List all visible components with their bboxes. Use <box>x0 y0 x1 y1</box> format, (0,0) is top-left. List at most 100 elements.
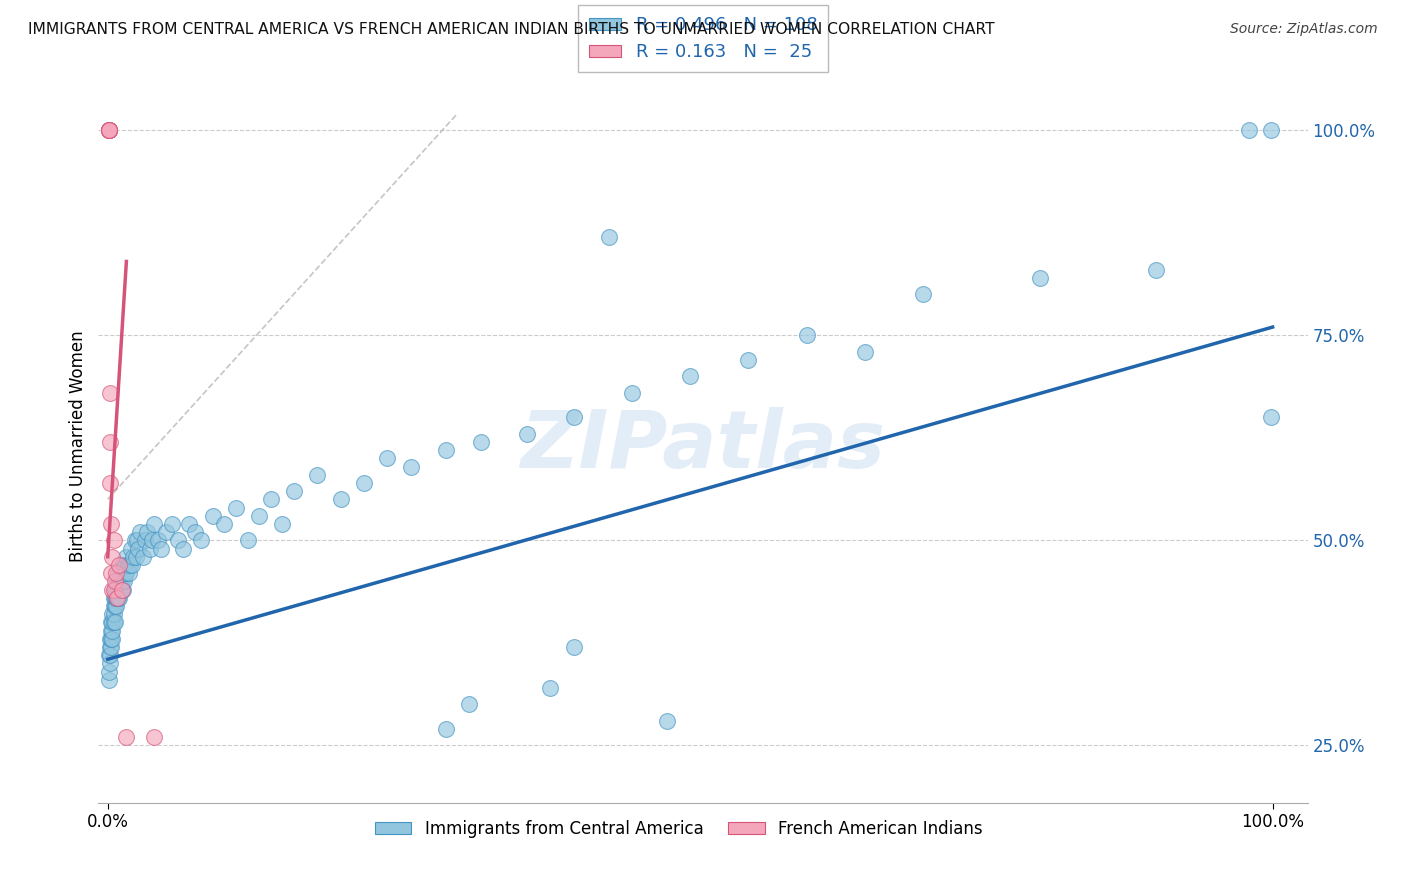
Point <box>118 566 141 581</box>
Point <box>110 574 132 589</box>
Point <box>201 508 224 523</box>
Point <box>111 582 134 597</box>
Point <box>98 648 121 662</box>
Point <box>105 591 128 605</box>
Point <box>117 558 139 572</box>
Point <box>271 516 294 531</box>
Point <box>121 558 143 572</box>
Point <box>100 615 122 630</box>
Point <box>103 615 125 630</box>
Point <box>155 525 177 540</box>
Point <box>112 558 135 572</box>
Point <box>104 599 127 613</box>
Point <box>131 549 153 564</box>
Point <box>100 566 122 581</box>
Point <box>118 558 141 572</box>
Point <box>172 541 194 556</box>
Point <box>108 591 131 605</box>
Point <box>470 434 492 449</box>
Point <box>114 558 136 572</box>
Point <box>598 230 620 244</box>
Point <box>105 574 128 589</box>
Point <box>111 582 134 597</box>
Point <box>138 541 160 556</box>
Point <box>103 582 125 597</box>
Point <box>103 607 125 622</box>
Point <box>124 533 146 548</box>
Point <box>853 344 876 359</box>
Point <box>115 566 138 581</box>
Point <box>1260 123 1282 137</box>
Point <box>114 566 136 581</box>
Point <box>1239 123 1261 137</box>
Point <box>104 566 127 581</box>
Point <box>100 640 122 654</box>
Point <box>101 632 124 646</box>
Point <box>115 730 138 744</box>
Point <box>111 566 134 581</box>
Point <box>101 607 124 622</box>
Point <box>129 525 152 540</box>
Point <box>104 599 127 613</box>
Point <box>98 640 121 654</box>
Point <box>131 829 153 843</box>
Point <box>329 492 352 507</box>
Point <box>112 574 135 589</box>
Point <box>737 352 759 367</box>
Point <box>103 599 125 613</box>
Point <box>105 582 128 597</box>
Point <box>111 558 134 572</box>
Point <box>225 500 247 515</box>
Point <box>434 722 457 736</box>
Point <box>97 123 120 137</box>
Point <box>110 582 132 597</box>
Point <box>166 533 188 548</box>
Point <box>98 385 121 400</box>
Point <box>97 648 120 662</box>
Point <box>1144 262 1167 277</box>
Point <box>283 484 305 499</box>
Point <box>101 549 124 564</box>
Point <box>912 287 935 301</box>
Point <box>516 426 538 441</box>
Point <box>143 730 166 744</box>
Point <box>260 492 283 507</box>
Point <box>538 681 561 695</box>
Point <box>796 328 818 343</box>
Point <box>115 829 138 843</box>
Point <box>127 541 149 556</box>
Point <box>434 443 457 458</box>
Point <box>134 533 156 548</box>
Point <box>190 533 212 548</box>
Text: IMMIGRANTS FROM CENTRAL AMERICA VS FRENCH AMERICAN INDIAN BIRTHS TO UNMARRIED WO: IMMIGRANTS FROM CENTRAL AMERICA VS FRENC… <box>28 22 995 37</box>
Point <box>97 123 120 137</box>
Point <box>98 475 121 490</box>
Point <box>143 516 166 531</box>
Point <box>679 369 702 384</box>
Point <box>562 410 585 425</box>
Point <box>107 566 129 581</box>
Point <box>307 467 329 482</box>
Point <box>103 591 125 605</box>
Point <box>100 624 122 638</box>
Point <box>141 533 163 548</box>
Point <box>97 123 120 137</box>
Point <box>97 673 120 687</box>
Point <box>104 574 127 589</box>
Point <box>457 698 479 712</box>
Point <box>184 525 207 540</box>
Point <box>104 615 127 630</box>
Point <box>212 516 235 531</box>
Point <box>105 591 128 605</box>
Text: ZIPatlas: ZIPatlas <box>520 407 886 485</box>
Point <box>97 123 120 137</box>
Point <box>375 451 398 466</box>
Point <box>100 516 122 531</box>
Point <box>1028 270 1050 285</box>
Point <box>108 558 131 572</box>
Point <box>1260 410 1282 425</box>
Point <box>247 508 270 523</box>
Point <box>108 582 131 597</box>
Point <box>122 549 145 564</box>
Point <box>103 533 125 548</box>
